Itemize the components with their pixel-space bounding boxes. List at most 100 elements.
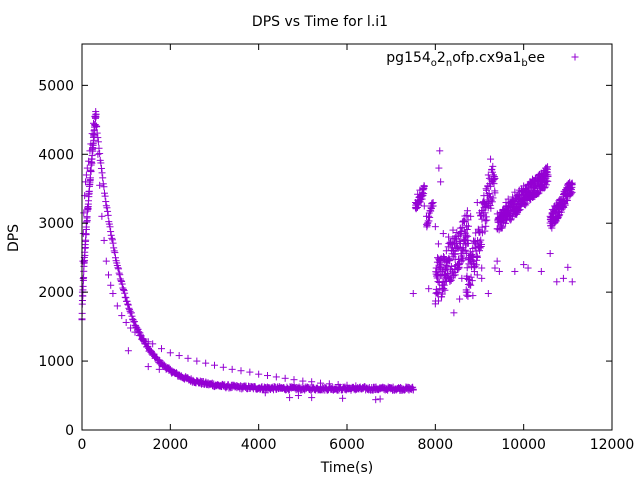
data-point [462, 250, 470, 258]
data-point [110, 247, 118, 255]
data-point [489, 162, 497, 170]
data-point [464, 292, 472, 300]
data-point [294, 392, 302, 400]
data-point [561, 201, 569, 209]
data-point [548, 224, 556, 232]
data-point [92, 110, 100, 118]
data-point [95, 144, 103, 152]
data-point [290, 376, 298, 384]
data-point [281, 374, 289, 382]
data-point [478, 264, 486, 272]
data-point [444, 243, 452, 251]
data-point [464, 239, 472, 247]
data-point [122, 318, 130, 326]
y-tick-label: 1000 [38, 354, 74, 370]
data-point [462, 246, 470, 254]
data-point [511, 267, 519, 275]
data-point [96, 181, 104, 189]
data-point [106, 223, 114, 231]
data-point [111, 254, 119, 262]
data-point [79, 292, 87, 300]
data-point [91, 121, 99, 129]
data-point [507, 216, 515, 224]
data-point [459, 217, 467, 225]
x-tick-label: 12000 [590, 437, 635, 453]
data-point [123, 297, 131, 305]
data-point [463, 225, 471, 233]
data-point [425, 217, 433, 225]
data-point [100, 183, 108, 191]
data-point [482, 222, 490, 230]
data-point [107, 228, 115, 236]
data-point [155, 365, 163, 373]
data-point [130, 318, 138, 326]
data-point [124, 300, 132, 308]
data-point [94, 138, 102, 146]
data-point [255, 370, 263, 378]
data-point [491, 264, 499, 272]
data-point [128, 312, 136, 320]
data-point [99, 174, 107, 182]
data-point [219, 363, 227, 371]
data-point [439, 230, 447, 238]
x-axis-label: Time(s) [320, 460, 373, 476]
data-point [442, 261, 450, 269]
data-point [111, 249, 119, 257]
data-point [125, 304, 133, 312]
data-point [434, 297, 442, 305]
data-point [115, 269, 123, 277]
data-point [489, 194, 497, 202]
x-tick-label: 0 [78, 437, 87, 453]
data-point [435, 164, 443, 172]
data-point [211, 361, 218, 369]
data-point [457, 239, 465, 247]
data-point [193, 357, 201, 365]
legend-part: pg154 [386, 50, 431, 66]
y-axis-ticks: 0 1000 2000 3000 4000 5000 [38, 78, 612, 439]
data-point [184, 354, 192, 362]
data-point [237, 367, 245, 375]
data-point [317, 379, 324, 387]
data-point [456, 295, 464, 303]
data-point [90, 132, 98, 140]
data-point [89, 139, 97, 147]
legend-subscript: n [446, 58, 452, 69]
data-point [488, 198, 496, 206]
data-point [426, 213, 434, 221]
data-point [82, 225, 90, 233]
data-point [137, 331, 145, 339]
data-point [447, 276, 455, 284]
data-point [553, 278, 561, 286]
data-point [127, 309, 135, 317]
data-point [434, 240, 442, 248]
data-point [82, 171, 90, 179]
data-point [522, 201, 530, 209]
data-point [101, 189, 109, 197]
data-point [438, 290, 446, 298]
data-point [488, 165, 496, 173]
legend-plus-marker [571, 53, 579, 61]
data-point [228, 365, 236, 373]
data-point [483, 216, 491, 224]
data-point [107, 231, 115, 239]
legend-part: ee [528, 50, 545, 66]
data-point [149, 340, 157, 348]
data-point [420, 183, 428, 191]
data-point [109, 290, 117, 298]
data-point [568, 179, 576, 187]
legend-subscript: b [521, 58, 527, 69]
data-point [94, 150, 102, 158]
data-point [481, 227, 489, 235]
data-point [166, 349, 174, 357]
data-point [264, 372, 271, 380]
data-point [158, 345, 165, 353]
data-point [463, 272, 471, 280]
data-point [444, 269, 452, 277]
data-point [103, 204, 111, 212]
data-point [104, 211, 112, 219]
data-point [127, 324, 135, 332]
data-point [124, 301, 132, 309]
data-point [440, 285, 448, 293]
data-point [116, 271, 124, 279]
